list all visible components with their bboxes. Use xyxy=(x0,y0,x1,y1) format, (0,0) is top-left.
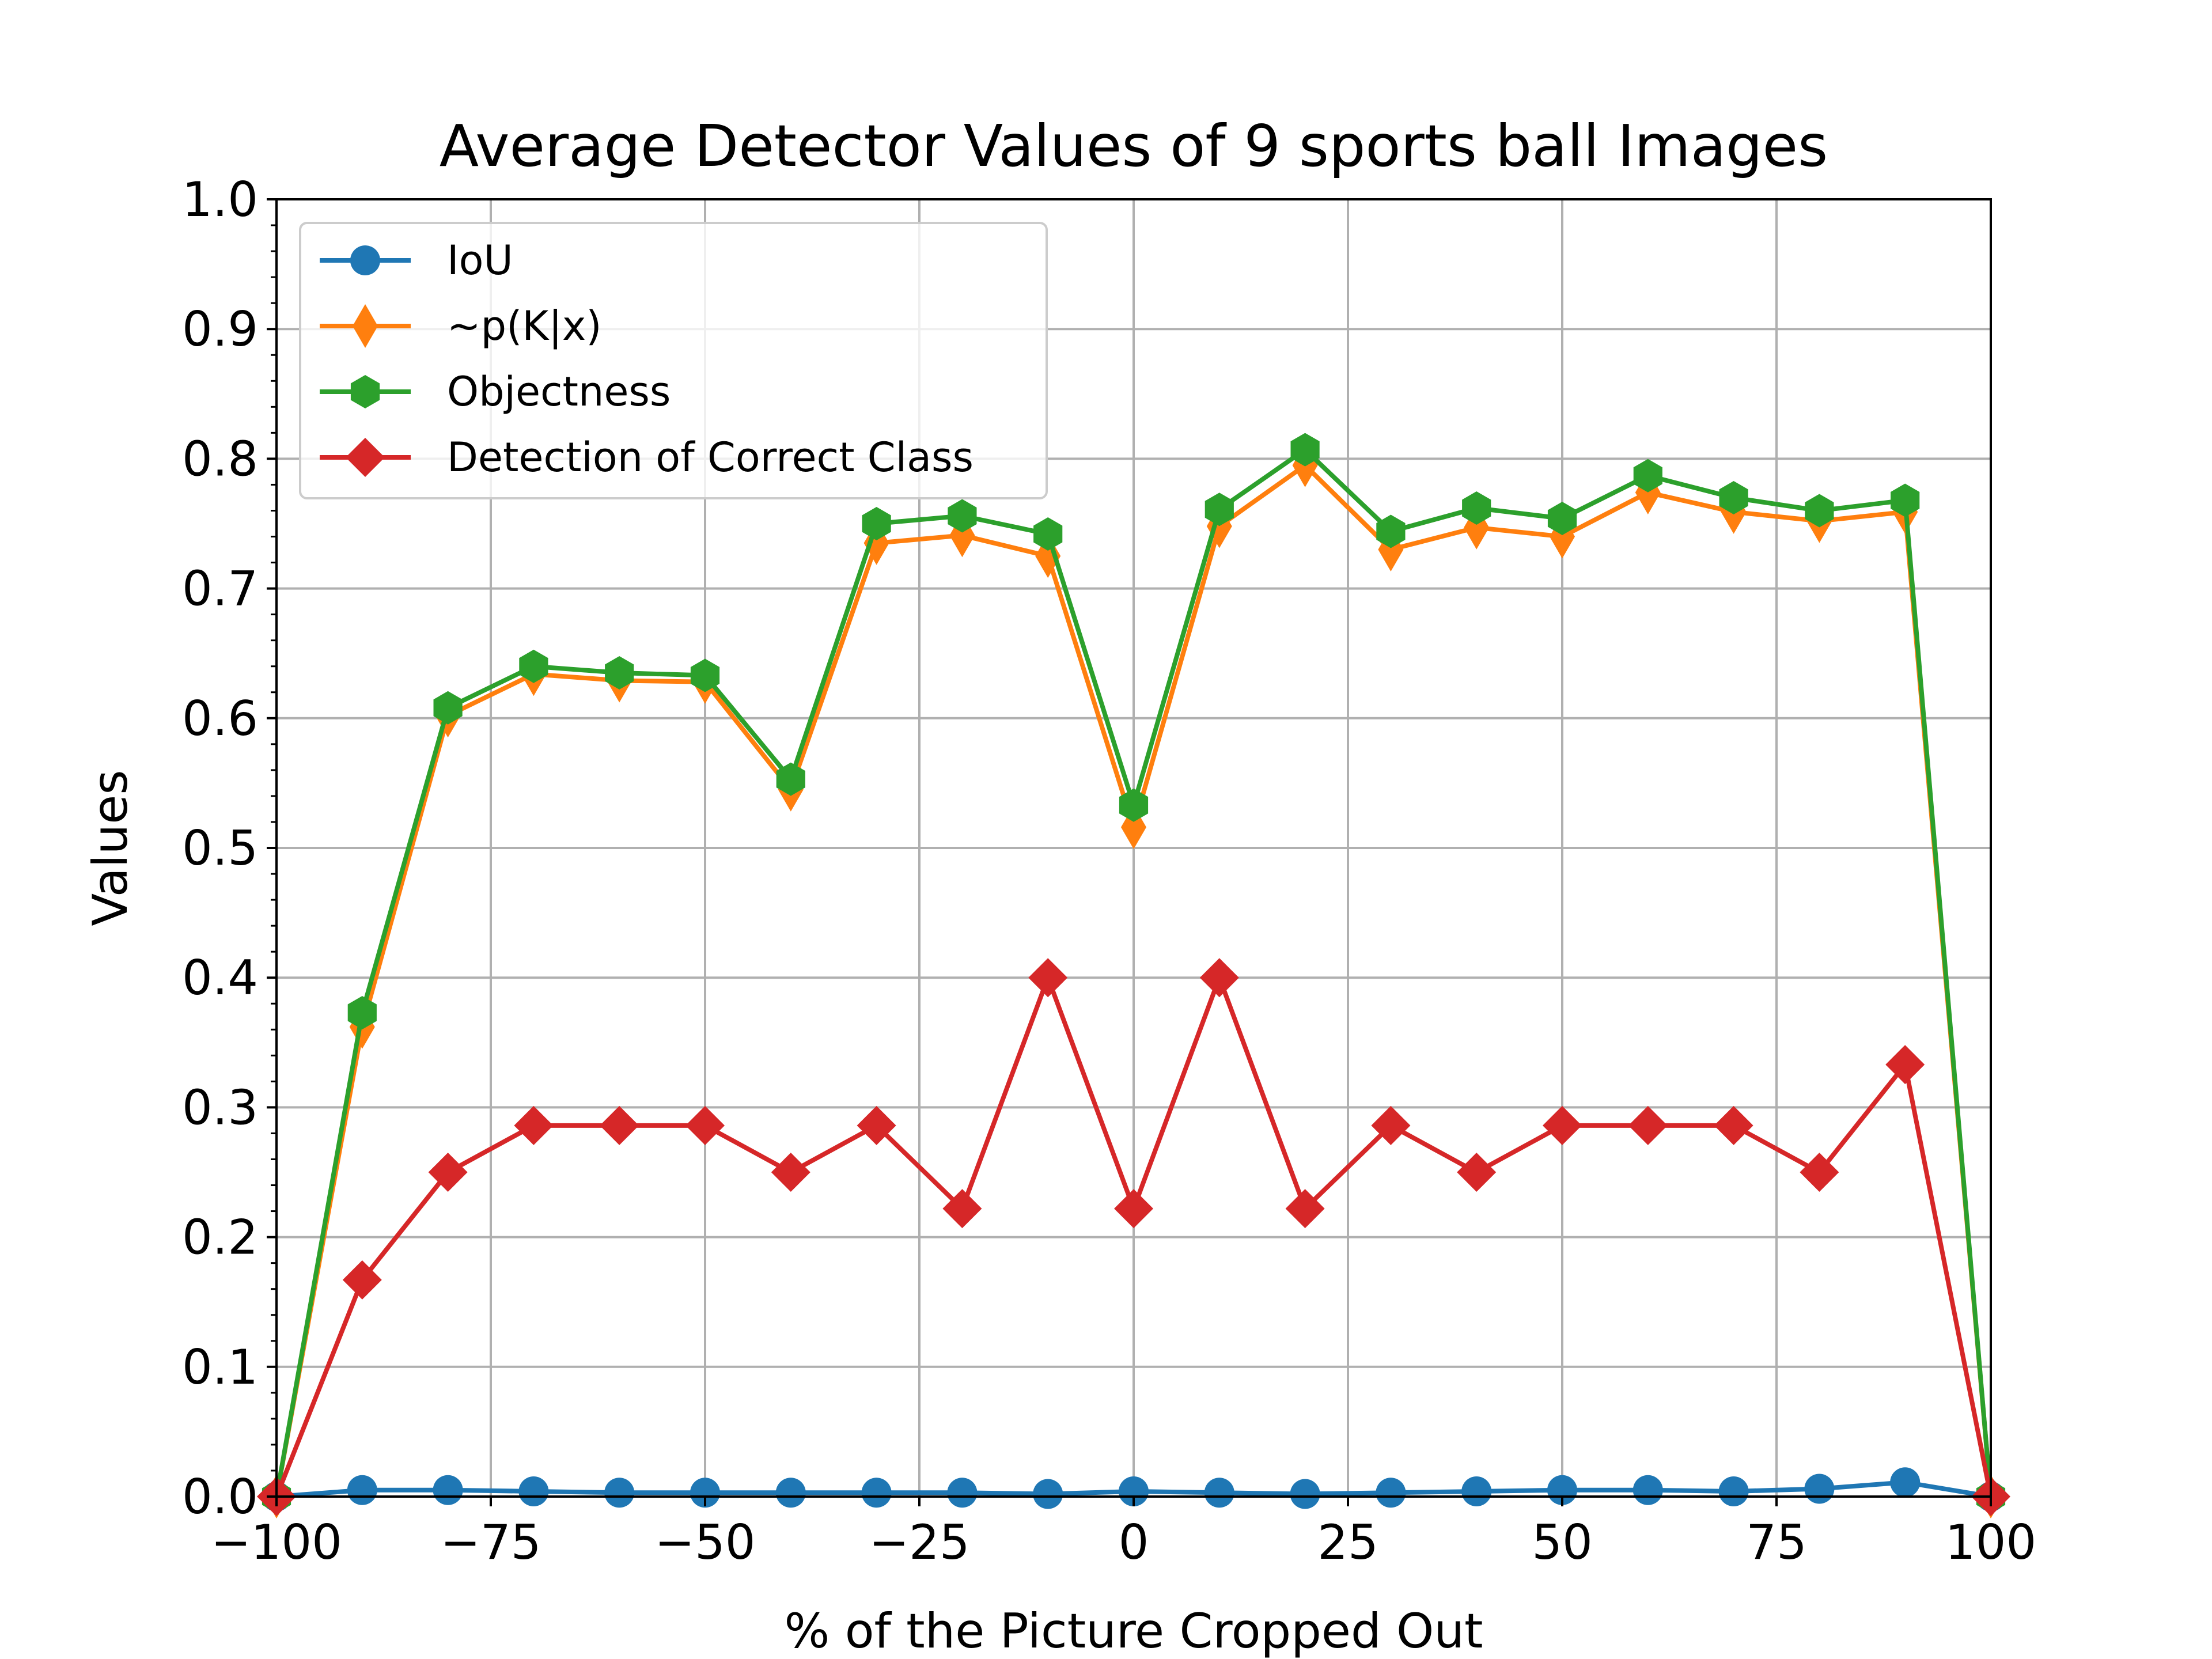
x-axis-label: % of the Picture Cropped Out xyxy=(784,1603,1483,1659)
legend-marker xyxy=(346,438,385,477)
x-tick-label: 0 xyxy=(1119,1514,1149,1570)
data-point xyxy=(1800,1153,1839,1192)
data-point xyxy=(600,1105,639,1145)
x-tick-label: −50 xyxy=(654,1514,755,1570)
data-point xyxy=(1805,494,1834,528)
legend-label: Objectness xyxy=(447,368,671,415)
data-point xyxy=(518,1476,549,1506)
data-point xyxy=(1633,459,1662,493)
data-point xyxy=(942,1189,982,1229)
data-point xyxy=(1891,483,1920,517)
data-point xyxy=(433,1475,463,1505)
data-point xyxy=(1376,514,1406,548)
data-point xyxy=(1204,1478,1234,1508)
y-tick-label: 0.1 xyxy=(182,1339,258,1395)
data-point xyxy=(1290,1479,1320,1509)
y-tick-label: 0.2 xyxy=(182,1210,258,1266)
data-point xyxy=(1547,502,1577,535)
x-tick-label: −25 xyxy=(869,1514,969,1570)
data-point xyxy=(1028,958,1068,998)
data-point xyxy=(519,649,548,683)
data-point xyxy=(1371,1105,1411,1145)
data-point xyxy=(605,656,634,690)
data-point xyxy=(948,499,977,533)
x-tick-label: 25 xyxy=(1317,1514,1378,1570)
legend-box xyxy=(299,222,1048,499)
x-tick-label: −75 xyxy=(440,1514,541,1570)
y-tick-label: 0.3 xyxy=(182,1080,258,1135)
legend-marker xyxy=(350,375,380,408)
data-point xyxy=(1033,1479,1063,1509)
data-point xyxy=(604,1478,635,1508)
data-point xyxy=(685,1105,725,1145)
data-point xyxy=(1033,517,1063,551)
legend-label: Detection of Correct Class xyxy=(447,434,974,481)
data-point xyxy=(1543,1105,1582,1145)
data-point xyxy=(1461,1476,1492,1506)
y-tick-label: 0.0 xyxy=(182,1469,258,1525)
data-point xyxy=(947,1478,978,1508)
data-point xyxy=(342,1260,382,1300)
data-point xyxy=(1199,958,1239,998)
data-point xyxy=(857,1105,896,1145)
y-tick-label: 0.4 xyxy=(182,950,258,1006)
data-point xyxy=(1119,788,1149,822)
data-point xyxy=(1290,433,1320,467)
data-point xyxy=(1114,1189,1153,1229)
data-point xyxy=(347,996,377,1029)
data-point xyxy=(433,691,463,725)
data-point xyxy=(1628,1105,1668,1145)
series-layer xyxy=(257,433,2010,1518)
ticks: −100 −75 −50 −25 0 25 50 75 100 0.0 0.1 0.2 0.3 0.4 0.… xyxy=(182,172,2036,1570)
data-point xyxy=(1714,1105,1753,1145)
data-point xyxy=(1205,493,1234,527)
legend: IoU ~p(K|x) Objectness Detection of Correct… xyxy=(299,222,1048,499)
y-tick-label: 1.0 xyxy=(182,172,258,228)
data-point xyxy=(862,507,891,540)
y-tick-label: 0.8 xyxy=(182,431,258,487)
legend-marker xyxy=(350,245,380,275)
data-point xyxy=(690,658,720,692)
legend-label: ~p(K|x) xyxy=(447,302,602,350)
series-detection-of-correct-class xyxy=(257,958,2010,1516)
data-point xyxy=(1457,1153,1497,1192)
x-tick-label: 50 xyxy=(1532,1514,1593,1570)
data-point xyxy=(771,1153,810,1192)
legend-label: IoU xyxy=(447,237,513,284)
data-point xyxy=(1890,1467,1921,1498)
y-tick-label: 0.9 xyxy=(182,301,258,357)
data-point xyxy=(1119,1476,1149,1506)
data-point xyxy=(514,1105,554,1145)
data-point xyxy=(776,762,805,796)
data-point xyxy=(1376,1478,1406,1508)
data-point xyxy=(1719,481,1748,514)
x-tick-label: −100 xyxy=(211,1514,342,1570)
y-tick-label: 0.6 xyxy=(182,691,258,747)
data-point xyxy=(1804,1474,1835,1504)
x-tick-label: 75 xyxy=(1746,1514,1807,1570)
series-objectness xyxy=(262,433,2006,1513)
legend-marker xyxy=(353,304,378,348)
data-point xyxy=(1885,1045,1925,1085)
data-point xyxy=(861,1478,892,1508)
chart-title: Average Detector Values of 9 sports ball… xyxy=(440,112,1828,180)
data-point xyxy=(1633,1475,1663,1505)
data-point xyxy=(1285,1189,1325,1229)
data-point xyxy=(428,1153,468,1192)
x-tick-label: 100 xyxy=(1945,1514,2036,1570)
data-point xyxy=(1718,1476,1749,1506)
data-point xyxy=(347,1475,377,1505)
data-point xyxy=(690,1478,720,1508)
y-tick-label: 0.5 xyxy=(182,820,258,876)
data-point xyxy=(1462,491,1491,525)
y-tick-label: 0.7 xyxy=(182,561,258,617)
y-axis-label: Values xyxy=(82,770,138,926)
data-point xyxy=(775,1478,806,1508)
